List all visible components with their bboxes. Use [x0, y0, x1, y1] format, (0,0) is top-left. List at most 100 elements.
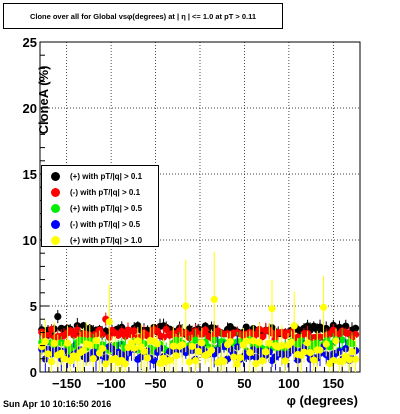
- data-point: [86, 341, 94, 349]
- data-point: [92, 337, 100, 345]
- series-4: [38, 251, 360, 372]
- data-point: [50, 339, 58, 347]
- data-point: [226, 338, 234, 346]
- data-point: [162, 325, 170, 334]
- y-tick-label: 0: [30, 365, 37, 380]
- data-point: [182, 302, 190, 310]
- data-point: [300, 348, 308, 356]
- data-point: [44, 331, 52, 340]
- y-axis-label: CloneA (%): [36, 66, 51, 135]
- legend-label: (-) with pT/|q| > 0.5: [70, 219, 141, 229]
- data-point: [41, 337, 49, 346]
- data-point: [268, 305, 276, 313]
- data-point: [316, 346, 324, 354]
- x-tick-label: −100: [96, 376, 125, 391]
- data-point: [262, 348, 270, 356]
- data-point: [258, 357, 266, 365]
- data-point: [79, 346, 88, 355]
- data-point: [351, 330, 360, 339]
- data-point: [332, 337, 340, 345]
- legend-marker: [51, 171, 60, 181]
- data-point: [188, 342, 196, 351]
- legend-label: (+) with pT/|q| > 0.5: [70, 203, 143, 213]
- data-point: [121, 360, 129, 368]
- data-point: [159, 333, 168, 341]
- x-tick-label: 0: [196, 376, 203, 391]
- data-point: [130, 344, 138, 352]
- data-point: [287, 338, 296, 347]
- data-point: [351, 355, 360, 363]
- data-point: [172, 352, 180, 360]
- y-tick-label: 15: [23, 167, 37, 182]
- data-point: [233, 360, 241, 368]
- x-tick-label: −50: [145, 376, 167, 391]
- data-point: [57, 349, 65, 357]
- data-point: [290, 322, 298, 330]
- data-point: [105, 318, 113, 326]
- data-point: [153, 340, 161, 348]
- data-points: [38, 251, 360, 372]
- x-tick-label: −150: [52, 376, 81, 391]
- data-point: [194, 347, 202, 355]
- data-point: [348, 347, 356, 356]
- x-axis-label: φ (degrees): [287, 393, 358, 408]
- data-point: [329, 357, 337, 365]
- data-point: [281, 357, 289, 365]
- chart-title-box: Clone over all for Global vsφ(degrees) a…: [3, 3, 283, 29]
- x-tick-label: 100: [278, 376, 300, 391]
- data-point: [338, 336, 346, 344]
- data-point: [210, 295, 218, 303]
- data-point: [278, 342, 286, 350]
- data-point: [303, 339, 312, 347]
- y-tick-label: 10: [23, 233, 37, 248]
- data-point: [63, 339, 72, 347]
- legend-entry: (+) with pT/|q| > 0.1: [42, 168, 158, 184]
- data-point: [258, 333, 266, 341]
- data-point: [246, 348, 254, 357]
- data-point: [191, 336, 200, 344]
- data-point: [169, 342, 177, 350]
- x-tick-label: 50: [237, 376, 251, 391]
- y-tick-label: 25: [23, 35, 37, 50]
- legend-marker: [51, 235, 60, 245]
- legend-marker: [51, 203, 60, 213]
- data-point: [98, 344, 106, 353]
- data-point: [242, 323, 250, 331]
- data-point: [249, 337, 257, 345]
- data-point: [306, 349, 314, 357]
- data-point: [70, 331, 78, 339]
- legend-marker: [51, 187, 60, 197]
- timestamp: Sun Apr 10 10:16:50 2016: [3, 399, 112, 409]
- legend-entry: (-) with pT/|q| > 0.5: [42, 216, 158, 232]
- axes: −150 −100 −50 0 50 100 150 0 5 10 15 20 25: [23, 35, 361, 391]
- legend-label: (+) with pT/|q| > 1.0: [70, 235, 143, 245]
- data-point: [66, 357, 74, 365]
- chart-title: Clone over all for Global vsφ(degrees) a…: [29, 11, 257, 21]
- data-point: [322, 340, 330, 348]
- data-point: [47, 325, 56, 334]
- data-point: [143, 354, 152, 362]
- legend-label: (+) with pT/|q| > 0.1: [70, 171, 143, 181]
- data-point: [140, 347, 148, 355]
- data-point: [47, 358, 56, 366]
- data-point: [134, 337, 142, 345]
- x-tick-label: 150: [322, 376, 344, 391]
- data-point: [220, 357, 228, 366]
- data-point: [351, 324, 360, 332]
- legend-entry: (+) with pT/|q| > 0.5: [42, 200, 158, 216]
- data-point: [191, 356, 200, 365]
- data-point: [201, 326, 209, 334]
- data-point: [44, 350, 52, 358]
- data-point: [73, 326, 81, 334]
- data-point: [345, 356, 353, 364]
- legend-entry: (-) with pT/|q| > 0.1: [42, 184, 158, 200]
- data-point: [166, 356, 174, 364]
- data-point: [185, 358, 193, 366]
- data-point: [54, 312, 62, 321]
- data-point: [242, 337, 250, 345]
- legend-label: (-) with pT/|q| > 0.1: [70, 187, 141, 197]
- data-point: [150, 356, 158, 365]
- data-point: [38, 342, 46, 351]
- data-point: [310, 356, 318, 364]
